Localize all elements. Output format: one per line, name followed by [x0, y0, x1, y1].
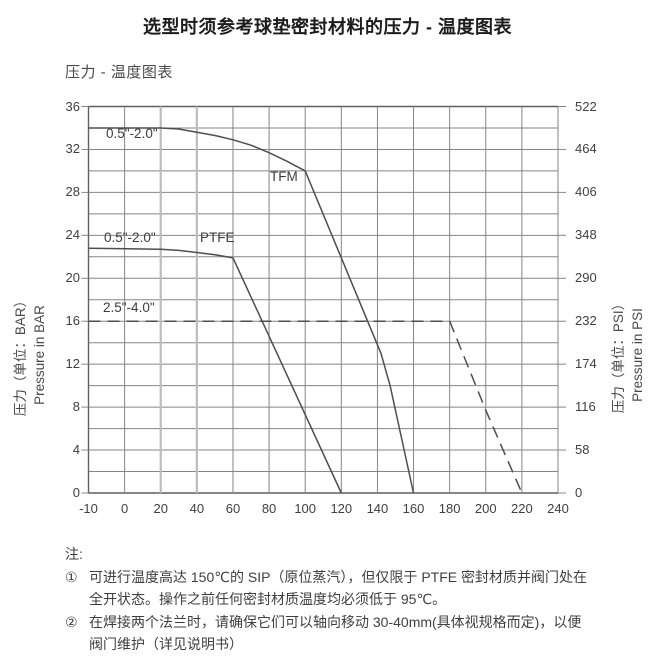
- curve-label-tfm-size: 0.5"-2.0": [106, 126, 158, 141]
- y-right-tick-label: 522: [575, 98, 597, 114]
- y-left-tick-label: 36: [65, 98, 80, 114]
- y-left-tick-label: 0: [72, 485, 80, 500]
- chart-subtitle: 压力 - 温度图表: [65, 64, 173, 81]
- y-left-tick-label: 4: [72, 442, 80, 458]
- note-text: 可进行温度高达 150℃的 SIP（原位蒸汽），但仅限于 PTFE 密封材质并阀…: [89, 568, 587, 608]
- curve-label-large-size: 2.5"-4.0": [103, 300, 155, 315]
- y-left-tick-label: 28: [65, 184, 80, 200]
- y-axis-left-title-zh: 压力（单位：BAR）: [12, 293, 28, 417]
- y-axis-left-title-en: Pressure in BAR: [31, 305, 47, 405]
- curve-label-tfm: TFM: [270, 169, 298, 184]
- curve-label-ptfe-size: 0.5"-2.0": [104, 230, 156, 245]
- y-left-tick-label: 32: [65, 141, 80, 157]
- curve-tfm: [88, 127, 415, 494]
- notes-heading: 注:: [65, 546, 83, 562]
- y-right-tick-label: 58: [575, 442, 590, 458]
- x-tick-label: 0: [120, 501, 129, 516]
- y-left-tick-label: 16: [65, 313, 80, 329]
- page-title: 选型时须参考球垫密封材料的压力 - 温度图表: [143, 17, 512, 37]
- x-tick-label: 80: [261, 501, 277, 516]
- curve-2-5-4-0-: [88, 320, 523, 494]
- x-tick-label: 200: [474, 501, 497, 516]
- y-right-tick-label: 464: [575, 141, 597, 157]
- y-axis-left-title: 压力（单位：BAR） Pressure in BAR: [11, 245, 49, 465]
- notes-section: 注: ① 可进行温度高达 150℃的 SIP（原位蒸汽），但仅限于 PTFE 密…: [65, 543, 593, 656]
- x-tick-label: 180: [438, 501, 461, 516]
- note-marker: ①: [65, 568, 78, 585]
- note-item: ② 在焊接两个法兰时，请确保它们可以轴向移动 30-40mm(具体视规格而定)，…: [65, 611, 593, 656]
- y-left-tick-label: 20: [65, 270, 80, 286]
- note-text: 在焊接两个法兰时，请确保它们可以轴向移动 30-40mm(具体视规格而定)，以便…: [89, 613, 582, 653]
- x-tick-label: 120: [330, 501, 353, 516]
- curve-label-ptfe: PTFE: [200, 230, 235, 245]
- y-right-tick-label: 406: [575, 184, 597, 200]
- y-right-tick-label: 116: [575, 399, 596, 415]
- x-tick-label: -10: [79, 501, 98, 516]
- x-tick-label: 40: [189, 501, 205, 516]
- x-tick-label: 220: [511, 501, 533, 516]
- x-tick-label: 20: [153, 501, 168, 516]
- y-axis-right-title-en: Pressure in PSI: [629, 308, 645, 402]
- y-left-tick-label: 8: [72, 399, 80, 415]
- y-right-tick-label: 348: [575, 227, 597, 243]
- y-axis-right-title-zh: 压力（单位：PSI）: [610, 296, 626, 414]
- x-tick-label: 160: [402, 501, 425, 516]
- x-tick-label: 100: [294, 501, 317, 516]
- x-tick-label: 240: [547, 501, 569, 516]
- y-right-tick-label: 174: [575, 356, 597, 372]
- note-item: ① 可进行温度高达 150℃的 SIP（原位蒸汽），但仅限于 PTFE 密封材质…: [65, 566, 593, 611]
- y-left-tick-label: 24: [65, 227, 80, 243]
- y-axis-right-title: 压力（单位：PSI） Pressure in PSI: [609, 245, 647, 465]
- x-tick-label: 60: [225, 501, 241, 516]
- y-left-tick-label: 12: [65, 356, 80, 372]
- y-right-tick-label: 290: [575, 270, 597, 286]
- x-tick-label: 140: [366, 501, 389, 516]
- y-right-tick-label: 232: [575, 313, 597, 329]
- y-right-tick-label: 0: [575, 485, 583, 500]
- note-marker: ②: [65, 613, 78, 630]
- curve-ptfe: [88, 247, 342, 494]
